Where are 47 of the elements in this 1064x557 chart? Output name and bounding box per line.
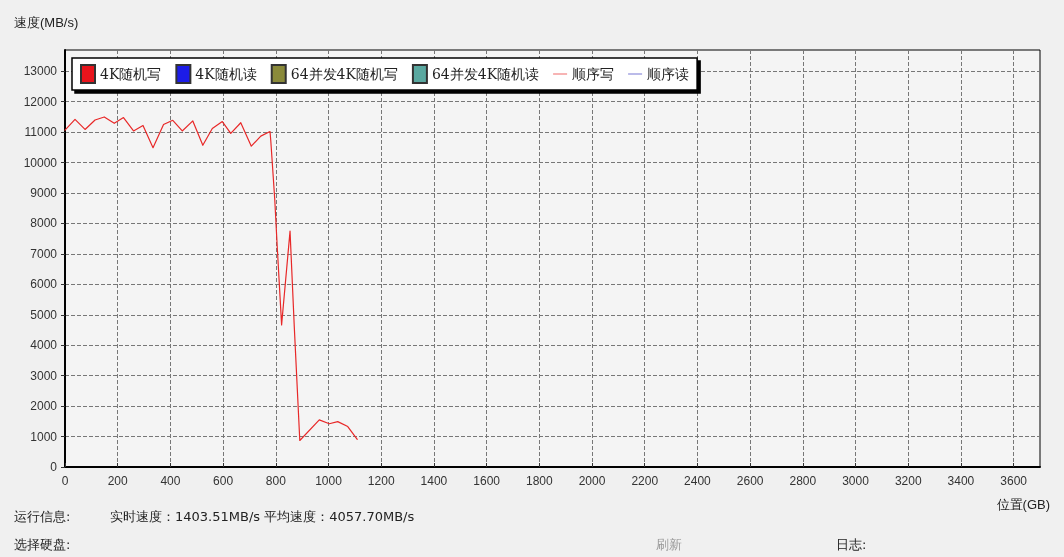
y-tick-label: 1000 — [30, 429, 58, 444]
x-tick-label: 1000 — [315, 474, 343, 488]
text: 实时速度：1403.51MB/s 平均速度：4057.70MB/s — [110, 509, 415, 524]
y-tick-label: 4000 — [30, 338, 58, 353]
text: 刷新 — [656, 537, 682, 552]
x-tick-label: 3200 — [894, 474, 922, 488]
x-tick-label: 3400 — [947, 474, 975, 488]
legend-label: 4K随机写 — [100, 66, 162, 82]
x-tick-label: 600 — [213, 474, 234, 488]
legend-label: 顺序写 — [572, 66, 615, 82]
x-tick-label: 200 — [107, 474, 129, 488]
y-tick-label: 10000 — [23, 155, 58, 170]
y-tick-label: 7000 — [30, 246, 58, 261]
x-tick-label: 1200 — [367, 474, 395, 488]
y-tick-label: 9000 — [30, 186, 58, 201]
legend-label: 4K随机读 — [195, 66, 257, 82]
x-axis-title: 位置(GB) — [996, 497, 1051, 512]
y-tick-label: 12000 — [23, 94, 58, 109]
x-tick-label: 2400 — [684, 474, 712, 488]
x-tick-label: 3000 — [842, 474, 870, 488]
x-tick-label: 1400 — [420, 474, 448, 488]
x-tick-label: 0 — [61, 474, 69, 488]
y-tick-label: 11000 — [24, 125, 58, 140]
x-tick-label: 800 — [265, 474, 287, 488]
y-tick-label: 0 — [50, 460, 58, 474]
text: 选择硬盘: — [14, 537, 71, 552]
x-tick-label: 1600 — [473, 474, 501, 488]
text: 运行信息: — [14, 509, 71, 524]
y-tick-label: 13000 — [23, 64, 58, 79]
y-tick-label: 6000 — [30, 277, 58, 292]
x-tick-label: 2200 — [631, 474, 659, 488]
y-tick-label: 3000 — [30, 368, 58, 383]
y-tick-label: 5000 — [30, 307, 58, 322]
x-tick-label: 400 — [160, 474, 181, 488]
y-axis-title: 速度(MB/s) — [14, 15, 79, 30]
x-tick-label: 2000 — [578, 474, 606, 488]
x-tick-label: 2600 — [736, 474, 764, 488]
x-tick-label: 1800 — [525, 474, 553, 488]
text: 日志: — [836, 537, 867, 552]
y-tick-label: 2000 — [30, 399, 58, 414]
legend-label: 64并发4K随机读 — [431, 66, 540, 82]
line-series — [64, 116, 358, 442]
legend-label: 64并发4K随机写 — [290, 66, 398, 82]
legend-label: 顺序读 — [647, 66, 690, 82]
x-tick-label: 2800 — [789, 474, 817, 488]
y-tick-label: 8000 — [30, 216, 58, 231]
x-tick-label: 3600 — [1000, 474, 1028, 488]
